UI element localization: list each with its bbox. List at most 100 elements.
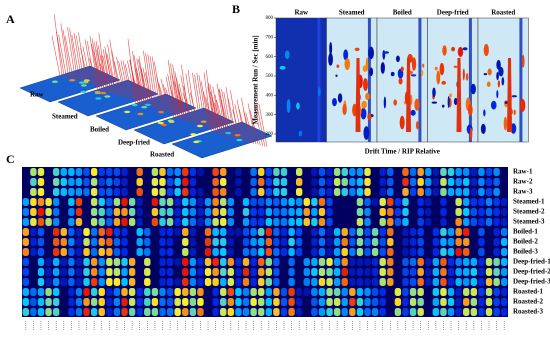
heatmap-cell <box>387 188 394 196</box>
heatmap-cell <box>68 268 75 276</box>
spectrum-peak <box>183 85 192 123</box>
heatmap-cell <box>447 248 455 256</box>
heatmap-cell <box>425 268 432 276</box>
heatmap-cell <box>318 218 326 226</box>
spectrum-peak <box>219 88 228 137</box>
heatmap-cell <box>356 218 364 226</box>
heatmap-cell <box>265 188 272 196</box>
heatmap-cell <box>364 258 371 266</box>
heatmap-cell <box>166 238 174 246</box>
spectrum-spot <box>51 80 58 83</box>
map-spot <box>361 100 367 109</box>
heatmap-cell <box>220 238 227 246</box>
spectrum-peak <box>241 97 250 143</box>
heatmap-cell <box>273 208 280 216</box>
y-tick-label: 400 <box>266 93 274 98</box>
heatmap-cell <box>106 218 113 226</box>
heatmap-cell <box>90 168 98 176</box>
heatmap-cell <box>197 218 204 226</box>
map-spot <box>410 94 413 106</box>
heatmap-cell <box>265 278 272 286</box>
spectrum-peak <box>247 103 257 145</box>
heatmap-cell <box>30 188 37 196</box>
spectrum-peak <box>73 32 83 83</box>
heatmap-cell <box>258 258 265 266</box>
rip-line <box>367 18 371 142</box>
heatmap-cell <box>288 228 295 236</box>
map-spot <box>399 115 405 130</box>
heatmap-cell <box>326 248 333 256</box>
heatmap-cell <box>432 178 440 186</box>
heatmap-cell <box>197 308 204 316</box>
spectrum-peak <box>116 56 125 98</box>
map-spot <box>480 123 486 134</box>
heatmap-cell <box>265 308 272 316</box>
heatmap-cell <box>288 288 295 296</box>
heatmap-cell <box>326 238 333 246</box>
heatmap-cell <box>364 288 371 296</box>
spectrum-peak <box>189 92 199 125</box>
heatmap-cell <box>113 228 121 236</box>
rip-line <box>468 18 472 142</box>
heatmap-cell <box>425 258 432 266</box>
map-spot <box>415 121 419 130</box>
heatmap-cell <box>311 288 318 296</box>
spectrum-peak <box>151 56 161 111</box>
heatmap-cell <box>68 178 75 186</box>
heatmap-cell <box>189 178 197 186</box>
heatmap-cell <box>68 258 75 266</box>
heatmap-cell <box>52 258 60 266</box>
spectrum-spot <box>157 121 164 125</box>
heatmap-cell <box>470 218 478 226</box>
heatmap-cell <box>379 208 386 216</box>
heatmap-cell <box>90 188 98 196</box>
heatmap-cell <box>159 228 166 236</box>
heatmap-cell <box>136 228 143 236</box>
heatmap-cell <box>379 268 386 276</box>
spectrum-peak <box>84 39 94 86</box>
heatmap-cell <box>409 268 417 276</box>
heatmap-cell <box>402 248 409 256</box>
heatmap-cell <box>128 308 136 316</box>
heatmap-cell <box>364 178 371 186</box>
heatmap-cell <box>189 218 197 226</box>
heatmap-cell <box>204 278 212 286</box>
heatmap-cell <box>75 208 83 216</box>
heatmap-cell <box>250 278 257 286</box>
heatmap-cell <box>432 288 440 296</box>
spectrum-peak <box>96 49 105 92</box>
heatmap-cell <box>485 208 493 216</box>
heatmap-cell <box>493 218 500 226</box>
heatmap-cell <box>106 248 113 256</box>
heatmap-cell <box>326 258 333 266</box>
heatmap-cell <box>447 288 455 296</box>
heatmap-cell <box>387 268 394 276</box>
heatmap-cell <box>295 298 303 306</box>
heatmap-cell <box>485 188 493 196</box>
heatmap-cell <box>52 288 60 296</box>
heatmap-cell <box>333 188 341 196</box>
heatmap-cell <box>136 288 143 296</box>
heatmap-cell <box>68 278 75 286</box>
heatmap-cell <box>311 178 318 186</box>
row-label: Roasted-3 <box>513 308 543 316</box>
heatmap-cell <box>318 258 326 266</box>
heatmap-cell <box>159 188 166 196</box>
heatmap-cell <box>326 228 333 236</box>
heatmap-cell <box>273 218 280 226</box>
spectrum-peak <box>86 40 96 86</box>
heatmap-cell <box>280 188 288 196</box>
heatmap-cell <box>98 248 105 256</box>
heatmap-cell <box>106 308 113 316</box>
heatmap-cell <box>371 288 379 296</box>
heatmap-cell <box>128 258 136 266</box>
map-spot <box>462 68 465 81</box>
heatmap-cell <box>235 258 242 266</box>
heatmap-cell <box>189 298 197 306</box>
heatmap-cell <box>409 188 417 196</box>
heatmap-cell <box>402 168 409 176</box>
spectrum-peak <box>127 60 136 101</box>
spectrum-peak <box>174 71 184 121</box>
spectrum-peak <box>154 61 163 112</box>
